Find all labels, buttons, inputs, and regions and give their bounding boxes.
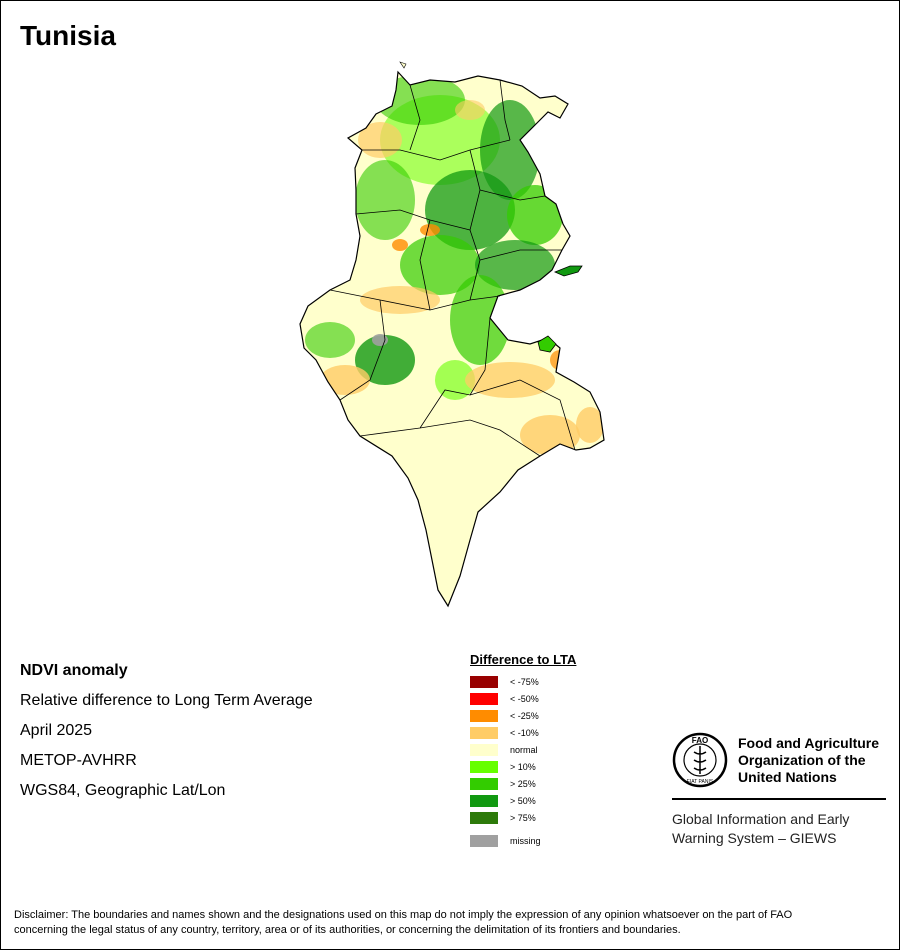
legend-swatch xyxy=(470,834,498,847)
map-title: Tunisia xyxy=(20,20,116,51)
legend-swatch xyxy=(470,675,498,688)
disclaimer-line: concerning the legal status of any count… xyxy=(14,924,681,936)
legend: Difference to LTA < -75% < -50% < -25% <… xyxy=(470,652,576,849)
legend-swatch xyxy=(470,794,498,807)
ndvi-raster xyxy=(299,70,605,608)
disclaimer: Disclaimer: The boundaries and names sho… xyxy=(14,908,886,938)
fao-name-line: Food and Agriculture xyxy=(738,734,880,751)
meta-projection: WGS84, Geographic Lat/Lon xyxy=(20,782,226,799)
legend-label: > 10% xyxy=(510,761,536,772)
legend-label: > 25% xyxy=(510,778,536,789)
legend-title: Difference to LTA xyxy=(470,652,577,667)
legend-item: normal xyxy=(470,741,576,758)
meta-description: Relative difference to Long Term Average xyxy=(20,692,313,709)
legend-item: < -50% xyxy=(470,690,576,707)
legend-label: > 50% xyxy=(510,795,536,806)
giews-line: Warning System – GIEWS xyxy=(672,830,837,846)
legend-swatch xyxy=(470,709,498,722)
legend-swatch xyxy=(470,760,498,773)
giews-line: Global Information and Early xyxy=(672,811,850,827)
map-metadata: NDVI anomaly Relative difference to Long… xyxy=(20,656,313,806)
legend-label: < -50% xyxy=(510,693,539,704)
tunisia-map xyxy=(299,61,605,608)
islands xyxy=(399,61,583,353)
legend-item: > 10% xyxy=(470,758,576,775)
legend-item: < -10% xyxy=(470,724,576,741)
legend-item: > 25% xyxy=(470,775,576,792)
legend-item: > 50% xyxy=(470,792,576,809)
legend-item-missing: missing xyxy=(470,832,576,849)
admin-boundaries xyxy=(329,79,576,457)
logo-text: FAO xyxy=(692,736,708,745)
legend-swatch xyxy=(470,777,498,790)
legend-swatch xyxy=(470,743,498,756)
logo-motto: FIAT PANIS xyxy=(687,779,714,785)
fao-name: Food and Agriculture Organization of the… xyxy=(738,735,879,786)
legend-label: < -75% xyxy=(510,676,539,687)
disclaimer-line: Disclaimer: The boundaries and names sho… xyxy=(14,909,793,921)
legend-label: missing xyxy=(510,835,541,846)
meta-date: April 2025 xyxy=(20,722,93,739)
legend-label: < -25% xyxy=(510,710,539,721)
fao-logo-icon: FAO FIAT PANIS xyxy=(672,732,728,788)
divider xyxy=(672,798,886,800)
legend-item: < -25% xyxy=(470,707,576,724)
map-area xyxy=(299,61,605,608)
fao-name-line: Organization of the xyxy=(738,751,866,768)
legend-swatch xyxy=(470,692,498,705)
legend-swatch xyxy=(470,811,498,824)
legend-item: < -75% xyxy=(470,673,576,690)
giews-name: Global Information and Early Warning Sys… xyxy=(672,810,888,848)
legend-label: < -10% xyxy=(510,727,539,738)
legend-label: normal xyxy=(510,744,538,755)
meta-sensor: METOP-AVHRR xyxy=(20,752,137,769)
fao-name-line: United Nations xyxy=(738,768,837,785)
legend-item: > 75% xyxy=(470,809,576,826)
fao-branding: FAO FIAT PANIS Food and Agriculture Orga… xyxy=(672,732,888,848)
legend-swatch xyxy=(470,726,498,739)
meta-heading: NDVI anomaly xyxy=(20,662,128,679)
legend-label: > 75% xyxy=(510,812,536,823)
